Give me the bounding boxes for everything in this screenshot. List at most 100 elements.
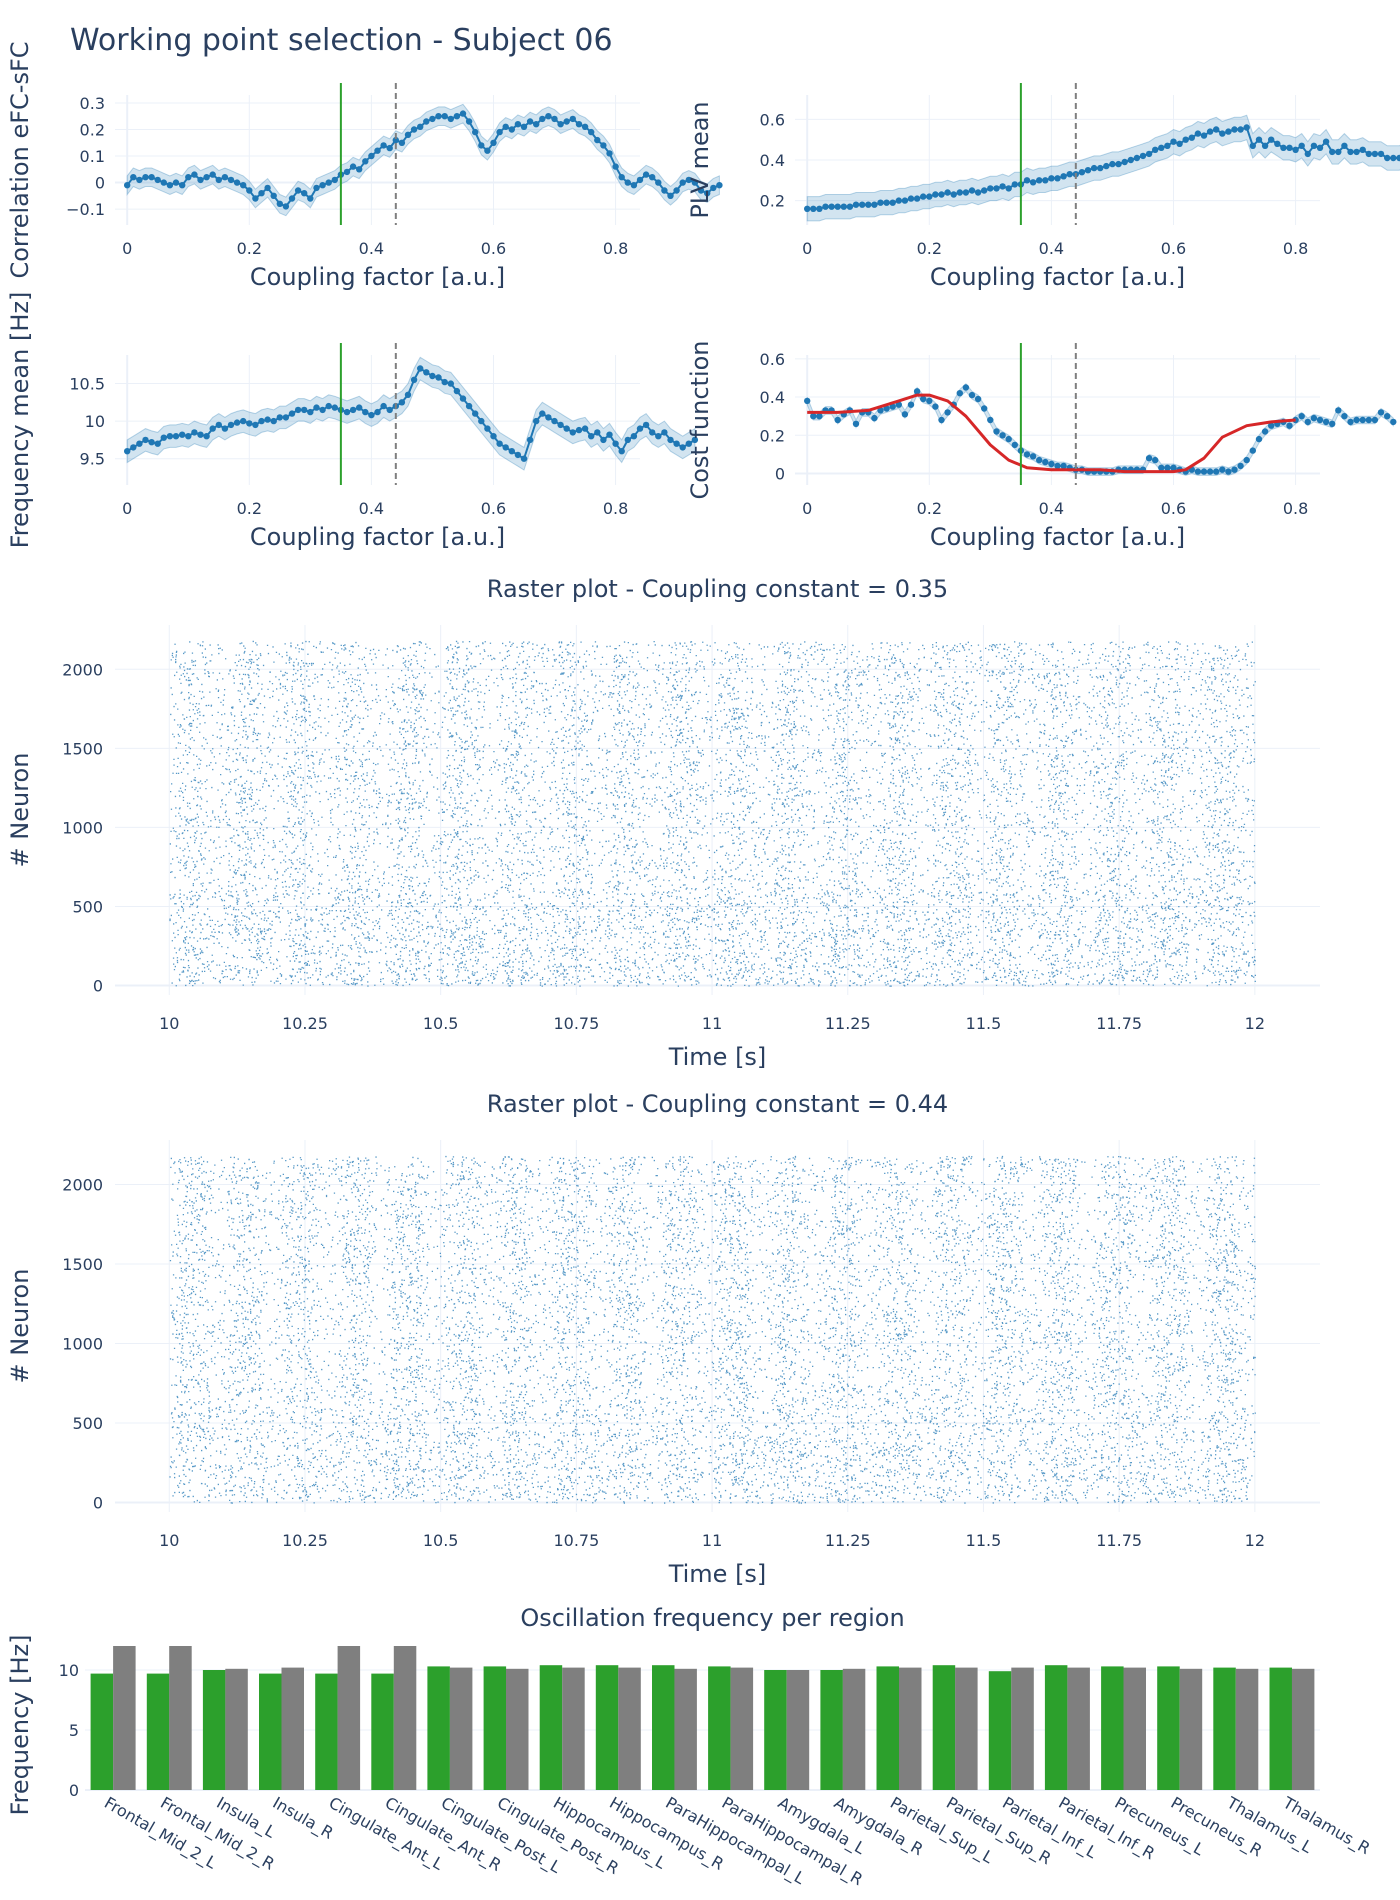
data-point <box>509 126 515 132</box>
x-axis-label: Coupling factor [a.u.] <box>930 263 1185 291</box>
data-point <box>246 187 252 193</box>
data-point <box>600 142 606 148</box>
bar <box>899 1668 922 1790</box>
data-point <box>1146 455 1152 461</box>
data-point <box>1305 419 1311 425</box>
data-point <box>1280 145 1286 151</box>
data-point <box>841 204 847 210</box>
data-point <box>853 202 859 208</box>
data-point <box>1079 169 1085 175</box>
data-point <box>478 418 484 424</box>
data-point <box>203 174 209 180</box>
data-point <box>210 171 216 177</box>
data-point <box>277 201 283 207</box>
bar <box>225 1669 248 1790</box>
data-point <box>1317 145 1323 151</box>
x-tick-label: Insula_R <box>269 1793 337 1844</box>
y-tick-label: 0 <box>93 977 103 996</box>
data-point <box>570 116 576 122</box>
data-point <box>1323 139 1329 145</box>
bar <box>820 1670 843 1790</box>
data-point <box>142 437 148 443</box>
data-point <box>179 432 185 438</box>
data-point <box>380 403 386 409</box>
data-point <box>1274 141 1280 147</box>
data-point <box>1335 407 1341 413</box>
data-point <box>1237 463 1243 469</box>
y-axis-label: Cost function <box>686 340 714 499</box>
data-point <box>264 416 270 422</box>
data-point <box>606 150 612 156</box>
bar <box>1124 1668 1147 1790</box>
y-tick-label: 500 <box>72 1414 103 1433</box>
data-point <box>240 418 246 424</box>
data-point <box>521 456 527 462</box>
data-point <box>969 187 975 193</box>
plot-title: Raster plot - Coupling constant = 0.35 <box>487 575 948 603</box>
bar <box>1101 1666 1124 1790</box>
data-point <box>271 418 277 424</box>
data-point <box>319 407 325 413</box>
y-tick-label: −0.1 <box>66 200 105 219</box>
x-tick-label: 11.5 <box>966 1014 1002 1033</box>
data-point <box>387 145 393 151</box>
y-tick-label: 9.5 <box>80 450 105 469</box>
data-point <box>1311 415 1317 421</box>
data-point <box>1195 130 1201 136</box>
data-point <box>661 187 667 193</box>
data-point <box>161 435 167 441</box>
data-point <box>1341 143 1347 149</box>
data-point <box>944 189 950 195</box>
data-point <box>155 177 161 183</box>
y-axis-label: # Neuron <box>6 1269 34 1384</box>
data-point <box>1244 457 1250 463</box>
bar <box>1213 1668 1236 1790</box>
data-point <box>411 377 417 383</box>
data-point <box>417 365 423 371</box>
y-axis-label: PLV mean <box>686 101 714 218</box>
data-point <box>1244 124 1250 130</box>
data-point <box>993 185 999 191</box>
data-point <box>130 174 136 180</box>
data-point <box>442 379 448 385</box>
data-point <box>1384 155 1390 161</box>
data-point <box>944 409 950 415</box>
data-point <box>1378 409 1384 415</box>
data-point <box>582 124 588 130</box>
data-point <box>1213 126 1219 132</box>
data-point <box>1372 417 1378 423</box>
bar <box>315 1674 338 1790</box>
data-point <box>1250 143 1256 149</box>
plot-title: Oscillation frequency per region <box>520 1604 904 1632</box>
data-point <box>271 193 277 199</box>
data-point <box>515 121 521 127</box>
data-point <box>1353 149 1359 155</box>
data-point <box>1030 453 1036 459</box>
bar <box>933 1665 956 1790</box>
x-tick-label: 0 <box>802 499 812 518</box>
bar <box>259 1674 282 1790</box>
data-point <box>1183 137 1189 143</box>
data-point <box>1048 175 1054 181</box>
data-point <box>167 433 173 439</box>
data-point <box>1091 165 1097 171</box>
bar <box>1011 1668 1034 1790</box>
bar <box>596 1665 619 1790</box>
x-tick-label: 0.8 <box>1283 239 1308 258</box>
data-point <box>264 185 270 191</box>
y-tick-label: 1000 <box>62 818 103 837</box>
x-tick-label: 0.4 <box>359 239 384 258</box>
x-axis-label: Time [s] <box>668 1043 767 1071</box>
data-point <box>460 110 466 116</box>
data-point <box>926 398 932 404</box>
data-point <box>185 433 191 439</box>
data-point <box>1115 161 1121 167</box>
cost-plot: 0 0.2 0.4 0.6 0.800.20.40.6Coupling factor [… <box>686 340 1397 551</box>
data-point <box>417 124 423 130</box>
data-point <box>1054 175 1060 181</box>
data-point <box>167 182 173 188</box>
data-point <box>344 409 350 415</box>
data-point <box>667 437 673 443</box>
data-point <box>362 409 368 415</box>
data-point <box>987 185 993 191</box>
